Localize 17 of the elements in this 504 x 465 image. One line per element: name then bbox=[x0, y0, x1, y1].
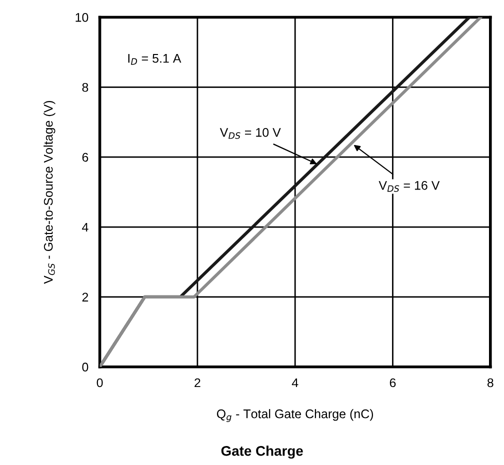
y-tick-label: 4 bbox=[82, 222, 88, 232]
x-tick-label: 2 bbox=[194, 378, 200, 388]
annotation: V$_{DS}$ = 16 V bbox=[378, 180, 440, 192]
y-tick-label: 0 bbox=[82, 362, 88, 372]
x-tick-label: 4 bbox=[292, 378, 298, 388]
y-tick-label: 8 bbox=[82, 82, 88, 92]
annotation: V$_{DS}$ = 10 V bbox=[220, 128, 281, 139]
annotation: I$_{D}$ = 5.1 A bbox=[128, 54, 182, 65]
y-tick-label: 2 bbox=[82, 292, 88, 302]
x-axis-title: Q$_{g}$ - Total Gate Charge (nC) bbox=[216, 409, 374, 422]
x-tick-label: 6 bbox=[390, 378, 396, 388]
y-axis-title: V$_{GS}$ - Gate-to-Source Voltage (V) bbox=[44, 100, 56, 284]
y-tick-label: 10 bbox=[76, 13, 88, 22]
x-tick-label: 8 bbox=[487, 378, 494, 388]
text: Gate Charge bbox=[221, 446, 303, 459]
y-tick-label: 6 bbox=[82, 152, 88, 162]
x-tick-label: 0 bbox=[96, 378, 103, 388]
